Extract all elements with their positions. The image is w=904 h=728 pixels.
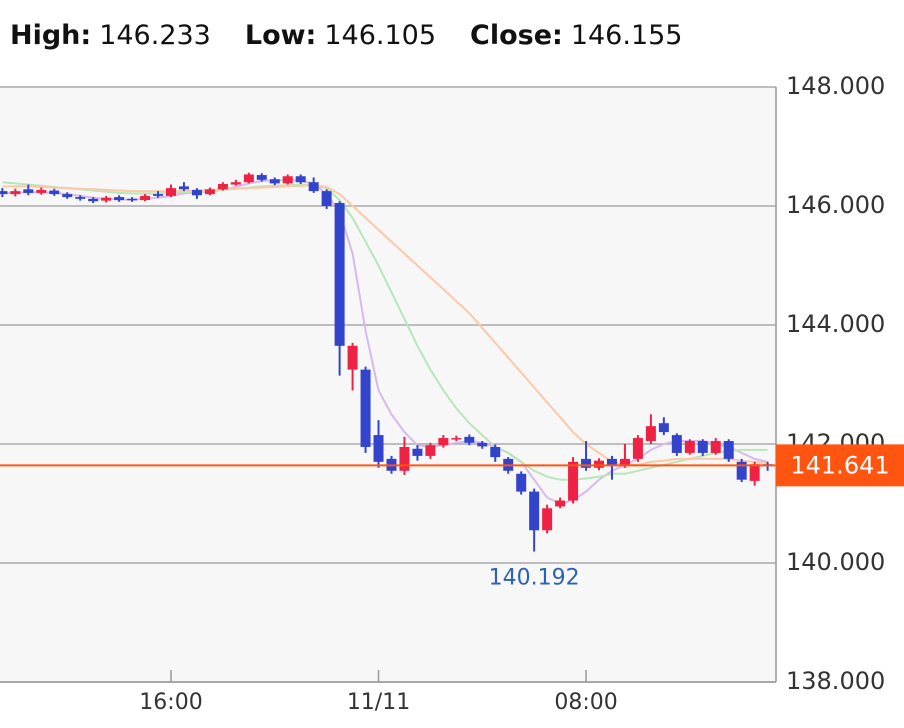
last-price-label: 141.641 [790,451,889,479]
candle-body [10,191,21,195]
candle-body [749,464,760,481]
x-tick-label: 11/11 [347,690,410,715]
candle-body [632,438,643,459]
high-value: 146.233 [99,20,211,51]
candle-body [373,435,384,462]
candle-body [114,197,125,201]
x-tick-label: 16:00 [139,690,202,715]
candle-body [321,191,332,206]
candle-body [0,191,8,195]
candle-body [516,473,527,492]
plot [0,172,776,552]
candle-body [256,175,267,180]
candle-body [269,179,280,184]
candle-body [645,426,656,442]
candle-body [88,198,99,202]
candle-body [542,508,553,531]
ma-line [2,184,768,466]
min-annotation: 140.192 [489,566,580,591]
close-value: 146.155 [570,20,683,51]
candle-body [658,423,669,433]
candle-body [334,203,345,346]
candle-body [282,176,293,184]
candle-body [438,438,449,446]
candle-body [36,189,47,193]
candle-body [140,195,151,201]
y-tick-label: 148.000 [786,72,885,100]
y-tick-label: 138.000 [786,667,885,695]
candle-body [490,446,501,458]
candle-body [477,442,488,447]
y-tick-label: 140.000 [786,548,885,576]
candle-body [62,194,73,198]
ma-line [2,181,768,481]
candle-body [684,441,695,453]
candle-body [581,458,592,468]
y-tick-label: 146.000 [786,191,885,219]
candle-body [153,194,164,196]
x-tick-label: 08:00 [554,690,617,715]
candle-body [217,183,228,190]
candle-body [464,436,475,443]
candle-body [360,369,371,447]
candle-body [191,189,202,196]
candle-body [606,458,617,465]
candle-body [710,441,721,453]
candle-body [412,448,423,456]
candle-body [49,190,60,195]
plot-background [0,87,776,682]
candle-body [425,445,436,456]
candle-body [671,435,682,453]
candle-body [451,438,462,440]
candle-body [619,458,630,465]
candle-body [75,197,86,199]
candle-body [127,198,138,201]
candle-body [723,441,734,459]
last-price-tag [776,444,904,487]
header: High: 146.233 Low: 146.105 Close: 146.15… [10,20,716,51]
candle-body [308,182,319,192]
candle-body [568,461,579,501]
candle-body [204,189,215,195]
candle-body [697,441,708,453]
candle-body [23,189,34,193]
candle-body [736,461,747,480]
axes: 138.000140.000142.000144.000146.000148.0… [0,72,904,715]
candle-body [166,188,176,196]
low-label: Low: [244,20,317,51]
candle-body [295,176,306,183]
candle-body [594,460,605,468]
candle-body [230,182,241,185]
close-label: Close: [470,20,563,51]
low-value: 146.105 [324,20,437,51]
y-tick-label: 144.000 [786,310,885,338]
candle-body [243,174,254,183]
candle-body [399,446,410,471]
candle-body [529,491,540,531]
high-label: High: [10,20,92,51]
candle-body [347,345,358,370]
candle-body [101,197,112,201]
candle-body [555,500,566,507]
candle-body [178,186,189,190]
